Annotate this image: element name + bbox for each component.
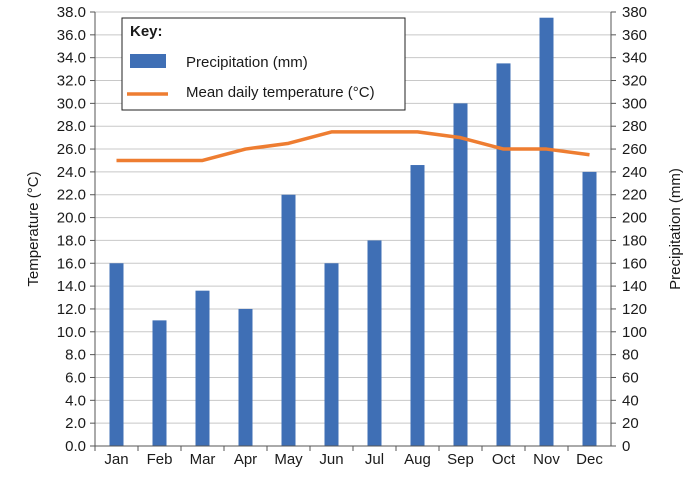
- precipitation-bars: [109, 17, 597, 447]
- left-tick-label: 36.0: [57, 27, 86, 44]
- right-tick-label: 160: [622, 255, 647, 272]
- right-tick-label: 200: [622, 210, 647, 227]
- x-tick-label: Mar: [190, 451, 216, 468]
- right-tick-label: 100: [622, 324, 647, 341]
- left-tick-label: 32.0: [57, 73, 86, 90]
- right-tick-label: 80: [622, 347, 639, 364]
- left-tick-label: 38.0: [57, 4, 86, 21]
- precipitation-bar: [539, 17, 554, 447]
- left-tick-label: 34.0: [57, 50, 86, 67]
- right-axis-title: Precipitation (mm): [667, 168, 684, 290]
- left-tick-label: 2.0: [65, 415, 86, 432]
- precipitation-bar: [410, 165, 425, 446]
- left-tick-label: 28.0: [57, 118, 86, 135]
- right-tick-label: 320: [622, 73, 647, 90]
- precipitation-bar: [324, 263, 339, 446]
- x-tick-label: Feb: [147, 451, 173, 468]
- left-tick-label: 12.0: [57, 301, 86, 318]
- axes: [94, 12, 612, 451]
- precipitation-bar: [582, 171, 597, 447]
- left-tick-label: 20.0: [57, 210, 86, 227]
- legend-title: Key:: [130, 23, 163, 40]
- x-tick-label: Aug: [404, 451, 431, 468]
- right-axis-tick-labels: 0 20 40 60 80 100 120 140 160 180 200 220 240 260 280 3…: [622, 4, 647, 455]
- left-tick-label: 6.0: [65, 369, 86, 386]
- right-tick-label: 180: [622, 232, 647, 249]
- right-tick-label: 120: [622, 301, 647, 318]
- right-tick-label: 380: [622, 4, 647, 21]
- left-tick-label: 4.0: [65, 392, 86, 409]
- right-tick-label: 40: [622, 392, 639, 409]
- precipitation-bar: [453, 103, 468, 447]
- right-tick-label: 280: [622, 118, 647, 135]
- left-tick-label: 14.0: [57, 278, 86, 295]
- x-tick-label: Jun: [319, 451, 343, 468]
- right-tick-label: 220: [622, 187, 647, 204]
- precipitation-bar: [281, 194, 296, 446]
- x-tick-label: Apr: [234, 451, 257, 468]
- legend: Key: Precipitation (mm) Mean daily tempe…: [121, 17, 406, 111]
- x-tick-label: Jul: [365, 451, 384, 468]
- x-tick-label: Nov: [533, 451, 560, 468]
- x-tick-label: Jan: [104, 451, 128, 468]
- right-tick-label: 60: [622, 369, 639, 386]
- right-tick-label: 360: [622, 27, 647, 44]
- right-tick-label: 340: [622, 50, 647, 67]
- precipitation-bar: [238, 308, 253, 446]
- left-tick-label: 22.0: [57, 187, 86, 204]
- right-tick-label: 140: [622, 278, 647, 295]
- right-tick-label: 240: [622, 164, 647, 181]
- x-tick-label: Dec: [576, 451, 603, 468]
- left-tick-label: 0.0: [65, 438, 86, 455]
- right-tick-label: 0: [622, 438, 630, 455]
- x-tick-label: Oct: [492, 451, 516, 468]
- left-tick-label: 18.0: [57, 232, 86, 249]
- left-tick-label: 8.0: [65, 347, 86, 364]
- precipitation-bar: [195, 290, 210, 446]
- left-tick-label: 16.0: [57, 255, 86, 272]
- left-axis-tick-labels: 0.0 2.0 4.0 6.0 8.0 10.0 12.0 14.0 16.0 18.0 20.0 2…: [57, 4, 86, 455]
- x-tick-label: Sep: [447, 451, 474, 468]
- left-tick-label: 10.0: [57, 324, 86, 341]
- legend-box: [121, 17, 406, 111]
- precipitation-bar: [109, 263, 124, 446]
- precipitation-bar: [496, 63, 511, 446]
- precipitation-bar: [152, 320, 167, 446]
- legend-bar-swatch: [130, 54, 166, 68]
- temperature-line: [116, 130, 590, 163]
- x-axis-tick-labels: Jan Feb Mar Apr May Jun Jul Aug Sep Oct Nov Dec: [104, 451, 603, 468]
- right-tick-label: 260: [622, 141, 647, 158]
- x-tick-label: May: [274, 451, 303, 468]
- legend-line-label: Mean daily temperature (°C): [186, 84, 375, 101]
- precipitation-bar: [367, 240, 382, 446]
- left-axis-title: Temperature (°C): [25, 171, 42, 286]
- legend-bar-label: Precipitation (mm): [186, 54, 308, 71]
- left-tick-label: 30.0: [57, 95, 86, 112]
- left-tick-label: 24.0: [57, 164, 86, 181]
- right-tick-label: 20: [622, 415, 639, 432]
- left-tick-label: 26.0: [57, 141, 86, 158]
- right-tick-label: 300: [622, 95, 647, 112]
- temperature-line-group: [116, 130, 590, 163]
